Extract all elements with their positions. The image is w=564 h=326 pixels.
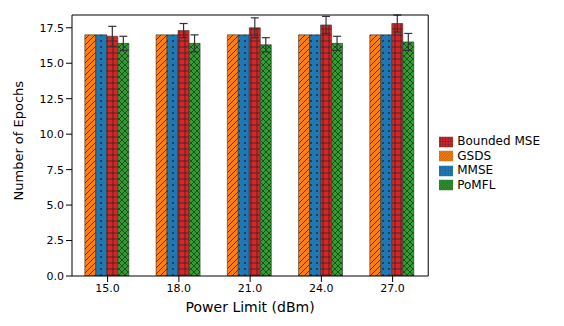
html-text:MMSE: MMSE	[457, 163, 494, 177]
svg-text:0.0: 0.0	[47, 270, 65, 283]
svg-text:15.0: 15.0	[40, 57, 65, 70]
html-text:GSDS: GSDS	[457, 148, 491, 163]
svg-text:2.5: 2.5	[47, 234, 65, 247]
svg-text:21.0: 21.0	[238, 282, 263, 295]
svg-text:24.0: 24.0	[309, 282, 334, 295]
html-text:PoMFL: PoMFL	[457, 177, 496, 192]
svg-text:27.0: 27.0	[380, 282, 405, 295]
svg-text:Number of Epochs: Number of Epochs	[11, 81, 26, 201]
svg-text:17.5: 17.5	[40, 22, 65, 35]
svg-text:5.0: 5.0	[47, 199, 65, 212]
svg-text:Power Limit (dBm): Power Limit (dBm)	[186, 299, 315, 315]
html-text:Bounded MSE: Bounded MSE	[457, 134, 540, 148]
svg-text:10.0: 10.0	[40, 128, 65, 141]
svg-text:12.5: 12.5	[40, 93, 65, 106]
svg-text:7.5: 7.5	[47, 164, 65, 177]
svg-text:15.0: 15.0	[95, 282, 120, 295]
svg-text:18.0: 18.0	[167, 282, 192, 295]
